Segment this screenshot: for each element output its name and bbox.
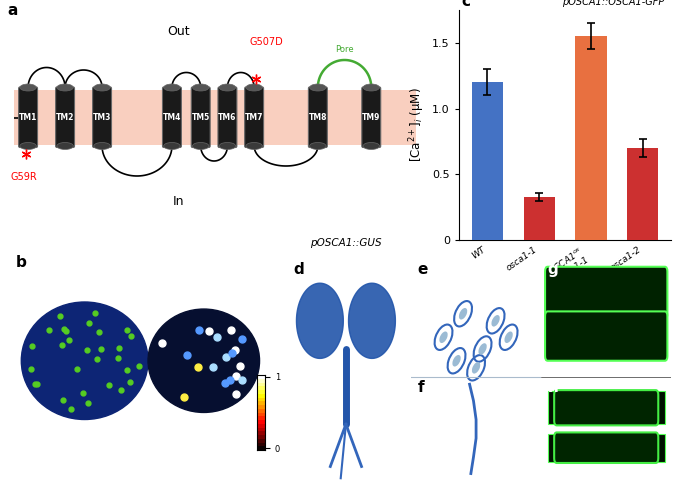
Ellipse shape [192, 142, 209, 150]
Text: Pore: Pore [335, 46, 354, 54]
Ellipse shape [363, 142, 379, 150]
Bar [627, 148, 658, 240]
Text: g: g [548, 262, 558, 277]
FancyBboxPatch shape [55, 87, 75, 148]
Text: TM1: TM1 [19, 113, 37, 122]
Ellipse shape [246, 84, 262, 91]
Text: c: c [462, 0, 471, 9]
Ellipse shape [363, 84, 379, 91]
Text: b: b [16, 255, 27, 270]
Text: G507D: G507D [249, 37, 284, 47]
Ellipse shape [94, 142, 110, 150]
Text: f: f [417, 380, 424, 394]
Bar [524, 196, 555, 240]
Text: TM5: TM5 [192, 113, 210, 122]
FancyBboxPatch shape [191, 87, 210, 148]
Text: a: a [8, 3, 18, 18]
FancyBboxPatch shape [554, 432, 658, 463]
Text: TM7: TM7 [245, 113, 264, 122]
Ellipse shape [20, 142, 36, 150]
Text: Bright light: Bright light [39, 470, 94, 480]
Ellipse shape [246, 142, 262, 150]
FancyBboxPatch shape [308, 87, 327, 148]
Polygon shape [297, 283, 343, 358]
Ellipse shape [94, 84, 110, 91]
Text: TM4: TM4 [163, 113, 181, 122]
Ellipse shape [219, 84, 236, 91]
FancyBboxPatch shape [554, 390, 658, 426]
Y-axis label: [Ca$^{2+}$]$_i$ (μM): [Ca$^{2+}$]$_i$ (μM) [407, 88, 427, 162]
FancyBboxPatch shape [545, 266, 667, 318]
Text: pOSCA1::OSCA1-GFP: pOSCA1::OSCA1-GFP [562, 0, 664, 7]
Ellipse shape [459, 308, 467, 320]
Ellipse shape [310, 84, 326, 91]
Text: pOSCA1::GUS: pOSCA1::GUS [310, 238, 382, 248]
Text: Out: Out [166, 25, 190, 38]
Bar [14, 90, 416, 145]
Circle shape [21, 302, 148, 420]
Text: TM9: TM9 [362, 113, 380, 122]
Ellipse shape [57, 142, 73, 150]
Ellipse shape [20, 84, 36, 91]
Text: TM6: TM6 [219, 113, 236, 122]
Text: h: h [548, 380, 558, 394]
FancyBboxPatch shape [218, 87, 237, 148]
Ellipse shape [164, 84, 180, 91]
Text: Plasmolysis: Plasmolysis [580, 380, 632, 388]
Ellipse shape [310, 142, 326, 150]
Ellipse shape [504, 332, 513, 343]
Ellipse shape [478, 343, 487, 355]
Ellipse shape [164, 142, 180, 150]
FancyBboxPatch shape [92, 87, 112, 148]
FancyBboxPatch shape [245, 87, 264, 148]
Text: d: d [294, 262, 305, 277]
Ellipse shape [439, 332, 448, 343]
Ellipse shape [472, 362, 480, 374]
FancyBboxPatch shape [162, 87, 182, 148]
Text: TM2: TM2 [56, 113, 74, 122]
FancyBboxPatch shape [362, 87, 381, 148]
Text: TM8: TM8 [308, 113, 327, 122]
Ellipse shape [491, 315, 500, 326]
Ellipse shape [219, 142, 236, 150]
Bar [472, 82, 503, 240]
Text: G59R: G59R [10, 172, 38, 182]
Ellipse shape [57, 84, 73, 91]
Text: TM3: TM3 [93, 113, 111, 122]
Ellipse shape [452, 355, 461, 366]
FancyBboxPatch shape [545, 312, 667, 361]
Ellipse shape [192, 84, 209, 91]
FancyBboxPatch shape [18, 87, 38, 148]
Polygon shape [349, 283, 395, 358]
Text: [Ca²⁺]ᵢ (aequorin): [Ca²⁺]ᵢ (aequorin) [145, 470, 231, 480]
Circle shape [148, 309, 260, 412]
Bar [575, 36, 606, 240]
Text: In: In [173, 195, 184, 208]
Text: e: e [417, 262, 428, 277]
